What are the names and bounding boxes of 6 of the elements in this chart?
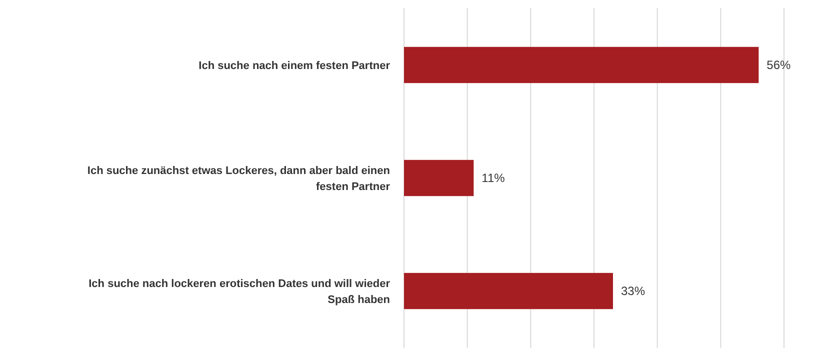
y-tick-label: Ich suche zunächst etwas Lockeres, dann aber bald einen festen Partner: [87, 164, 391, 193]
data-label: 11%: [482, 171, 506, 186]
data-label: 56%: [766, 58, 792, 72]
y-tick-label: Ich suche nach lockeren erotischen Dates und will wieder Spaß haben: [88, 278, 391, 306]
data-label: 33%: [621, 284, 646, 298]
y-tick-label: Ich suche nach einem festen Partner: [198, 60, 391, 72]
